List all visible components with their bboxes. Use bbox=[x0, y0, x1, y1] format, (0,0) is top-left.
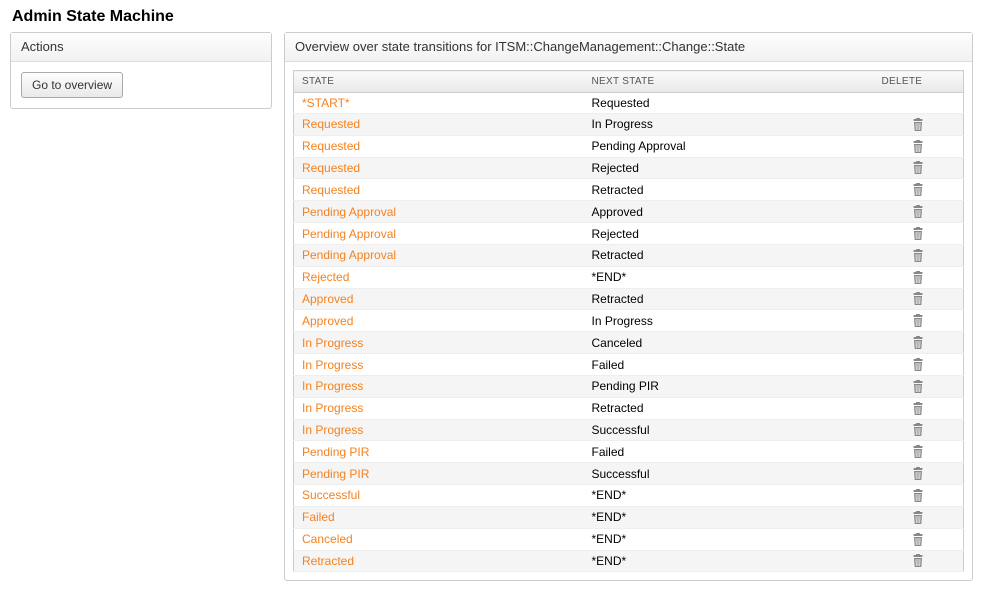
state-link[interactable]: *START* bbox=[302, 96, 350, 110]
state-link[interactable]: Canceled bbox=[302, 532, 353, 546]
table-row: Canceled *END* bbox=[294, 528, 964, 550]
state-link[interactable]: Pending Approval bbox=[302, 248, 396, 262]
state-link[interactable]: Successful bbox=[302, 488, 360, 502]
table-row: Approved In Progress bbox=[294, 310, 964, 332]
next-state-cell: Retracted bbox=[584, 288, 874, 310]
trash-icon[interactable] bbox=[911, 249, 925, 263]
state-link[interactable]: Pending Approval bbox=[302, 205, 396, 219]
trash-icon[interactable] bbox=[911, 358, 925, 372]
state-link[interactable]: Pending Approval bbox=[302, 227, 396, 241]
next-state-cell: *END* bbox=[584, 266, 874, 288]
next-state-cell: In Progress bbox=[584, 114, 874, 136]
column-header-next-state: NEXT STATE bbox=[584, 71, 874, 93]
state-link[interactable]: Approved bbox=[302, 314, 353, 328]
trash-icon[interactable] bbox=[911, 118, 925, 132]
table-row: Rejected *END* bbox=[294, 266, 964, 288]
column-header-state: STATE bbox=[294, 71, 584, 93]
next-state-cell: *END* bbox=[584, 485, 874, 507]
trash-icon[interactable] bbox=[911, 271, 925, 285]
next-state-cell: Retracted bbox=[584, 397, 874, 419]
trash-icon[interactable] bbox=[911, 314, 925, 328]
state-link[interactable]: Requested bbox=[302, 117, 360, 131]
next-state-cell: *END* bbox=[584, 550, 874, 572]
table-row: *START* Requested bbox=[294, 93, 964, 114]
trash-icon[interactable] bbox=[911, 511, 925, 525]
state-link[interactable]: Pending PIR bbox=[302, 445, 369, 459]
table-row: Retracted *END* bbox=[294, 550, 964, 572]
next-state-cell: Failed bbox=[584, 354, 874, 376]
table-row: Requested In Progress bbox=[294, 114, 964, 136]
state-link[interactable]: In Progress bbox=[302, 379, 363, 393]
column-header-delete: DELETE bbox=[874, 71, 964, 93]
table-row: In Progress Successful bbox=[294, 419, 964, 441]
transitions-panel-header: Overview over state transitions for ITSM… bbox=[285, 33, 972, 62]
delete-cell-empty bbox=[874, 93, 964, 114]
table-row: Requested Rejected bbox=[294, 157, 964, 179]
page-title: Admin State Machine bbox=[12, 8, 973, 26]
trash-icon[interactable] bbox=[911, 161, 925, 175]
next-state-cell: Rejected bbox=[584, 157, 874, 179]
table-row: In Progress Failed bbox=[294, 354, 964, 376]
state-link[interactable]: Rejected bbox=[302, 270, 349, 284]
next-state-cell: Retracted bbox=[584, 179, 874, 201]
table-row: In Progress Canceled bbox=[294, 332, 964, 354]
actions-panel-header: Actions bbox=[11, 33, 271, 62]
state-link[interactable]: Retracted bbox=[302, 554, 354, 568]
state-link[interactable]: In Progress bbox=[302, 423, 363, 437]
table-row: Approved Retracted bbox=[294, 288, 964, 310]
state-link[interactable]: In Progress bbox=[302, 358, 363, 372]
next-state-cell: Pending Approval bbox=[584, 135, 874, 157]
trash-icon[interactable] bbox=[911, 554, 925, 568]
table-row: Failed *END* bbox=[294, 506, 964, 528]
table-row: Pending Approval Approved bbox=[294, 201, 964, 223]
trash-icon[interactable] bbox=[911, 445, 925, 459]
table-row: Pending Approval Rejected bbox=[294, 223, 964, 245]
state-link[interactable]: Requested bbox=[302, 139, 360, 153]
trash-icon[interactable] bbox=[911, 227, 925, 241]
table-row: Pending PIR Failed bbox=[294, 441, 964, 463]
next-state-cell: Rejected bbox=[584, 223, 874, 245]
trash-icon[interactable] bbox=[911, 205, 925, 219]
go-to-overview-button[interactable]: Go to overview bbox=[21, 72, 123, 98]
trash-icon[interactable] bbox=[911, 380, 925, 394]
trash-icon[interactable] bbox=[911, 402, 925, 416]
state-link[interactable]: In Progress bbox=[302, 401, 363, 415]
trash-icon[interactable] bbox=[911, 423, 925, 437]
state-link[interactable]: Requested bbox=[302, 183, 360, 197]
state-transitions-table: STATE NEXT STATE DELETE *START* Requested… bbox=[293, 70, 964, 572]
next-state-cell: Approved bbox=[584, 201, 874, 223]
next-state-cell: *END* bbox=[584, 506, 874, 528]
next-state-cell: *END* bbox=[584, 528, 874, 550]
state-link[interactable]: In Progress bbox=[302, 336, 363, 350]
transitions-panel: Overview over state transitions for ITSM… bbox=[284, 32, 973, 581]
next-state-cell: Retracted bbox=[584, 244, 874, 266]
table-row: In Progress Retracted bbox=[294, 397, 964, 419]
table-row: Pending Approval Retracted bbox=[294, 244, 964, 266]
table-row: Successful *END* bbox=[294, 485, 964, 507]
trash-icon[interactable] bbox=[911, 489, 925, 503]
table-row: In Progress Pending PIR bbox=[294, 375, 964, 397]
table-row: Pending PIR Successful bbox=[294, 463, 964, 485]
actions-panel: Actions Go to overview bbox=[10, 32, 272, 109]
trash-icon[interactable] bbox=[911, 183, 925, 197]
next-state-cell: Requested bbox=[584, 93, 874, 114]
next-state-cell: Successful bbox=[584, 419, 874, 441]
trash-icon[interactable] bbox=[911, 292, 925, 306]
table-row: Requested Pending Approval bbox=[294, 135, 964, 157]
trash-icon[interactable] bbox=[911, 336, 925, 350]
state-link[interactable]: Requested bbox=[302, 161, 360, 175]
table-row: Requested Retracted bbox=[294, 179, 964, 201]
state-link[interactable]: Approved bbox=[302, 292, 353, 306]
state-link[interactable]: Failed bbox=[302, 510, 335, 524]
trash-icon[interactable] bbox=[911, 140, 925, 154]
next-state-cell: Canceled bbox=[584, 332, 874, 354]
next-state-cell: In Progress bbox=[584, 310, 874, 332]
next-state-cell: Failed bbox=[584, 441, 874, 463]
next-state-cell: Pending PIR bbox=[584, 375, 874, 397]
next-state-cell: Successful bbox=[584, 463, 874, 485]
trash-icon[interactable] bbox=[911, 467, 925, 481]
state-link[interactable]: Pending PIR bbox=[302, 467, 369, 481]
